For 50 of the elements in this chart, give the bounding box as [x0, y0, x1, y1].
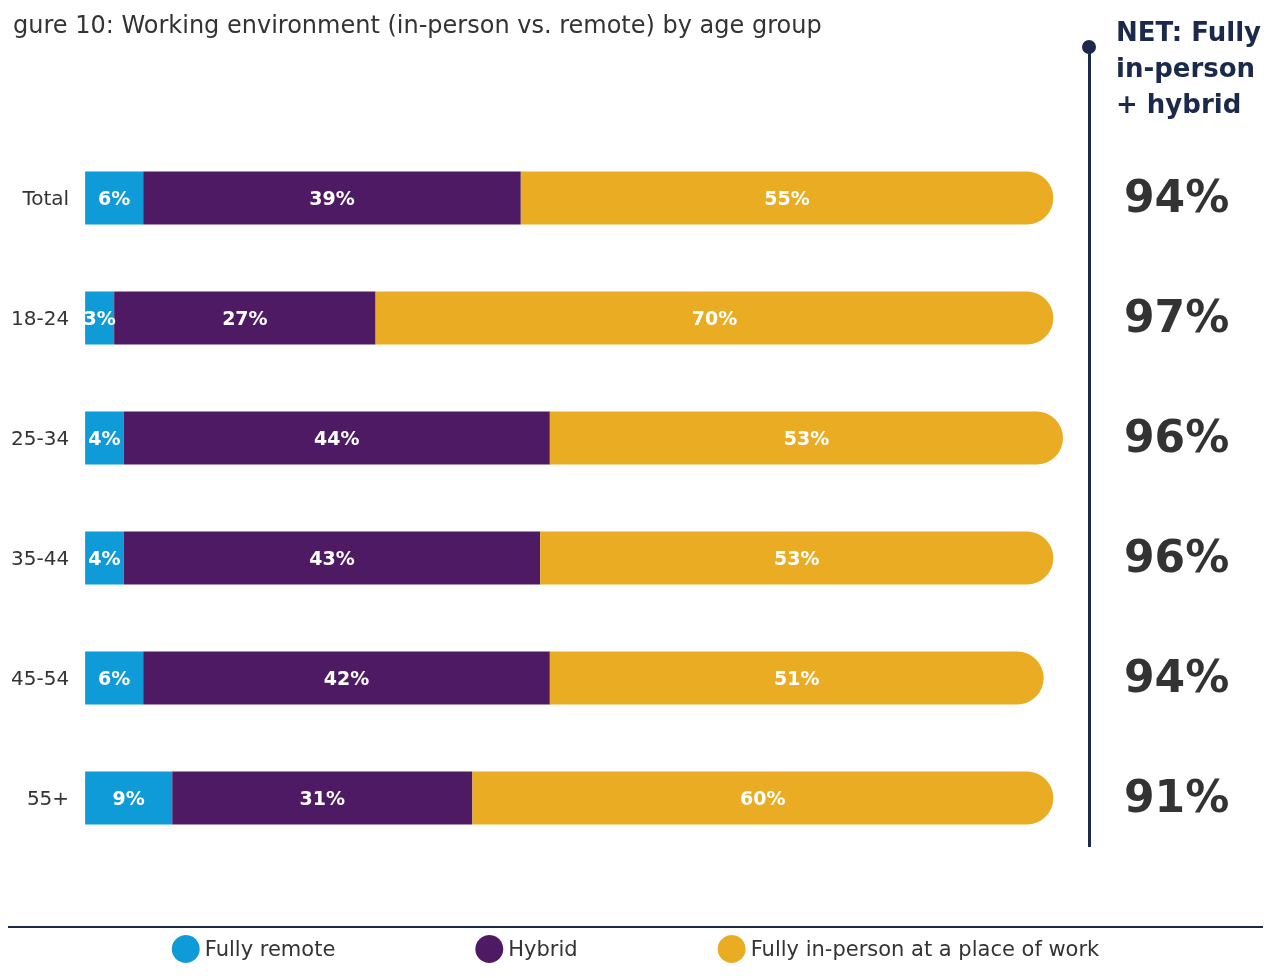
text: NET: Fully in-person + hybrid	[1116, 17, 1271, 119]
text: 91%	[1124, 770, 1230, 822]
data-label: 6%	[98, 187, 131, 209]
legend-label: Fully in-person at a place of work	[750, 937, 1101, 961]
text: 94%	[1124, 650, 1230, 702]
data-label: 27%	[222, 307, 268, 329]
data-label: 51%	[774, 667, 820, 689]
bar	[549, 411, 1063, 465]
text: 94%	[1124, 170, 1230, 222]
text: 96%	[1124, 410, 1230, 462]
bar	[85, 651, 144, 705]
chart-title: gure 10: Working environment (in-person vs. remote) by age group	[13, 11, 822, 39]
bar	[143, 651, 550, 705]
data-label: 39%	[309, 187, 355, 209]
y-tick-label: 25-34	[10, 426, 70, 450]
bar	[114, 291, 376, 345]
bar	[472, 771, 1054, 825]
data-label: 4%	[88, 427, 121, 449]
y-tick-label: 18-24	[10, 306, 70, 330]
y-tick-label: 45-54	[10, 666, 70, 690]
data-label: 3%	[83, 307, 116, 329]
y-tick-label: 35-44	[10, 546, 70, 570]
legend-label: Fully remote	[204, 937, 336, 961]
bar	[375, 291, 1054, 345]
data-label: 9%	[112, 787, 145, 809]
data-label: 55%	[764, 187, 810, 209]
data-label: 6%	[98, 667, 131, 689]
bar	[520, 171, 1054, 225]
data-label: 4%	[88, 547, 121, 569]
text: 96%	[1124, 530, 1230, 582]
data-label: 31%	[299, 787, 346, 809]
data-label: 43%	[309, 547, 355, 569]
bar	[123, 411, 550, 465]
bar	[85, 171, 144, 225]
data-label: 53%	[774, 547, 820, 569]
bar	[123, 531, 541, 585]
data-label: 60%	[740, 787, 786, 809]
data-label: 44%	[314, 427, 360, 449]
bar	[143, 171, 521, 225]
bar	[172, 771, 473, 825]
y-tick-label: Total	[21, 186, 70, 210]
data-label: 53%	[783, 427, 830, 449]
text: 97%	[1124, 290, 1230, 342]
bar	[85, 771, 173, 825]
bar	[540, 531, 1054, 585]
data-label: 42%	[323, 667, 370, 689]
legend-label: Hybrid	[508, 937, 578, 961]
y-tick-label: 55+	[26, 786, 70, 810]
bar	[549, 651, 1044, 705]
data-label: 70%	[691, 307, 738, 329]
